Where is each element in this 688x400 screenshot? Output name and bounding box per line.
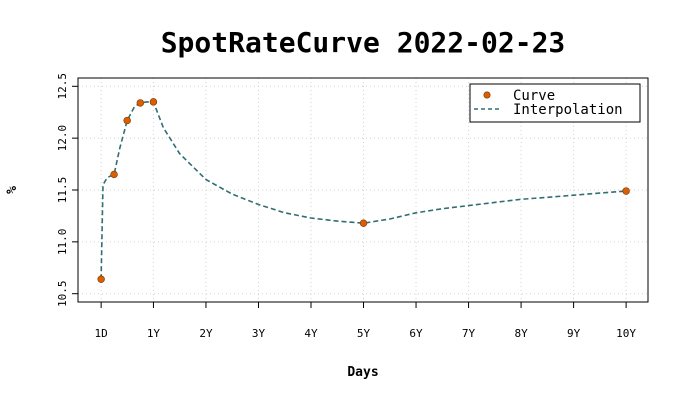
grid <box>78 78 648 302</box>
legend: Curve Interpolation <box>469 83 641 123</box>
curve-point <box>97 275 105 283</box>
x-tick-label: 3Y <box>252 327 266 340</box>
curve-point <box>136 99 145 107</box>
legend-interpolation-label: Interpolation <box>513 102 623 118</box>
curve-point <box>359 219 368 227</box>
x-tick-label: 7Y <box>462 327 476 340</box>
x-tick-label: 8Y <box>514 327 528 340</box>
y-tick-label: 10.5 <box>56 280 69 307</box>
x-tick-label: 5Y <box>357 327 371 340</box>
y-axis-label: % <box>5 186 20 194</box>
y-tick-label: 12.5 <box>56 73 69 100</box>
curve-point <box>622 187 630 195</box>
legend-curve-label: Curve <box>513 88 555 104</box>
x-tick-label: 2Y <box>199 327 213 340</box>
x-axis-label: Days <box>347 365 378 380</box>
x-tick-label: 9Y <box>567 327 581 340</box>
curve-point <box>123 116 131 125</box>
x-tick-label: 6Y <box>409 327 423 340</box>
curve-point <box>110 170 118 179</box>
y-tick-label: 11.0 <box>56 229 69 256</box>
interpolation-line <box>100 101 627 280</box>
legend-curve-marker <box>483 91 491 99</box>
y-tick-label: 11.5 <box>56 177 69 204</box>
x-tick-label: 10Y <box>616 327 636 340</box>
x-tick-label: 4Y <box>304 327 318 340</box>
series-layer <box>97 98 630 283</box>
legend-box <box>469 83 641 123</box>
y-tick-label: 12.0 <box>56 125 69 152</box>
x-tick-label: 1D <box>95 327 108 340</box>
y-axis: 10.5 11.0 11.5 12.0 12.5 <box>56 73 78 307</box>
curve-point <box>149 98 158 106</box>
chart-title: SpotRateCurve 2022-02-23 <box>161 26 566 59</box>
x-tick-label: 1Y <box>147 327 161 340</box>
x-axis: 1D 1Y 2Y 3Y 4Y 5Y 6Y 7Y 8Y 9Y 10Y <box>95 302 636 340</box>
